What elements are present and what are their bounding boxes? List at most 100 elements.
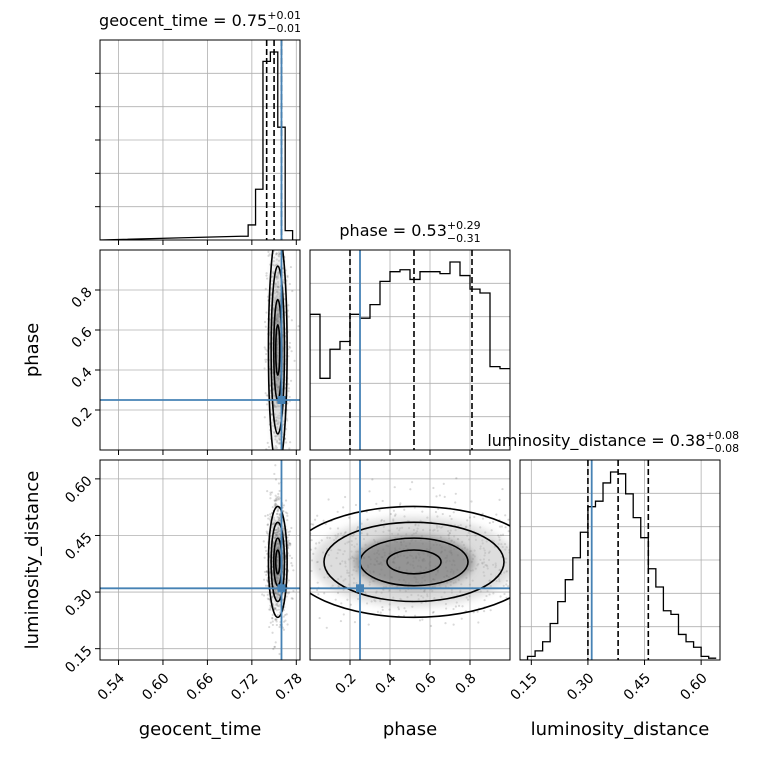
marginal-geocent_time [100, 40, 300, 240]
sample-point [336, 510, 339, 513]
sample-point [421, 510, 424, 513]
sample-point [266, 295, 270, 298]
sample-point [284, 613, 287, 617]
x-tick-label-geocent_time-1: 0.60 [139, 670, 172, 703]
sample-point [285, 595, 288, 598]
sample-point [291, 289, 294, 293]
marginal-luminosity_distance [520, 460, 717, 660]
sample-point [379, 611, 382, 614]
sample-point [353, 621, 357, 624]
sample-point [266, 597, 269, 600]
sample-point [282, 615, 285, 618]
sample-point [273, 518, 276, 521]
x-tick-label-phase-1: 0.4 [373, 670, 400, 697]
sample-point [265, 573, 268, 577]
sample-point [287, 539, 290, 542]
sample-point [470, 500, 473, 503]
sample-point [375, 502, 378, 505]
sample-point [290, 319, 293, 322]
sample-point [336, 527, 340, 530]
sample-point [276, 613, 279, 617]
title-plus-err: +0.01 [267, 9, 301, 22]
sample-point [266, 514, 269, 517]
sample-point [514, 598, 516, 600]
sample-point [365, 510, 368, 513]
sample-point [499, 534, 503, 537]
sample-point [288, 341, 291, 345]
sample-point [307, 637, 309, 639]
sample-point [283, 534, 286, 537]
truth-marker [356, 584, 364, 593]
sample-point [502, 584, 505, 588]
sample-point [274, 241, 276, 243]
sample-point [481, 517, 485, 520]
y-tick-label-luminosity_distance-0: 0.15 [62, 643, 95, 676]
sample-point [289, 544, 292, 547]
title-plus-err: +0.08 [705, 429, 739, 442]
sample-point [274, 618, 277, 621]
sample-point [499, 595, 502, 598]
sample-point [515, 560, 517, 562]
sample-point [275, 252, 278, 255]
sample-point [310, 523, 313, 526]
sample-point [275, 496, 278, 499]
sample-point [271, 623, 274, 627]
sample-point [265, 549, 268, 552]
sample-point [288, 345, 291, 348]
x-tick-label-geocent_time-2: 0.66 [184, 670, 217, 703]
y-tick-label-phase-3: 0.8 [69, 284, 96, 311]
sample-point [307, 564, 309, 566]
sample-point [275, 620, 278, 623]
x-tick-label-phase-0: 0.2 [333, 670, 360, 697]
sample-point [266, 578, 269, 581]
sample-point [274, 606, 277, 610]
sample-point [267, 254, 270, 257]
sample-point [265, 311, 268, 314]
sample-point [366, 518, 369, 521]
contour-level-3 [274, 323, 281, 376]
sample-point [498, 498, 501, 502]
sample-point [266, 570, 269, 573]
sample-point [310, 539, 313, 542]
title-value: luminosity_distance = 0.38 [487, 431, 705, 451]
sample-point [307, 587, 309, 589]
sample-point [285, 441, 288, 444]
sample-point [277, 509, 280, 512]
sample-point [275, 623, 278, 627]
sample-point [267, 250, 270, 253]
histogram-line [100, 51, 300, 240]
sample-point [410, 481, 414, 484]
sample-point [445, 607, 448, 610]
sample-point [274, 618, 277, 622]
sample-point [389, 512, 393, 516]
sample-point [476, 610, 479, 613]
sample-point [278, 497, 281, 500]
sample-point [279, 247, 281, 249]
sample-point [262, 578, 266, 581]
y-tick-label-luminosity_distance-1: 0.30 [62, 586, 95, 619]
density-fill-inner [354, 535, 474, 589]
sample-point [318, 616, 321, 620]
sample-point [286, 309, 290, 312]
sample-point [288, 346, 292, 349]
sample-point [272, 260, 275, 263]
sample-point [275, 618, 278, 621]
sample-point [273, 472, 276, 476]
sample-point [282, 278, 285, 281]
sample-point [273, 607, 277, 611]
sample-point [282, 527, 285, 530]
sample-point [270, 275, 274, 278]
sample-point [263, 367, 266, 370]
sample-point [276, 512, 279, 515]
sample-point [454, 492, 457, 495]
contour-level-1 [270, 265, 286, 435]
sample-point [271, 620, 274, 623]
sample-point [432, 610, 435, 614]
sample-point [517, 525, 519, 527]
sample-point [381, 605, 384, 609]
sample-point [282, 527, 285, 530]
x-axis-label-geocent_time: geocent_time [139, 719, 262, 740]
sample-point [271, 631, 274, 634]
contour-level-1 [323, 521, 505, 603]
sample-point [282, 510, 285, 513]
